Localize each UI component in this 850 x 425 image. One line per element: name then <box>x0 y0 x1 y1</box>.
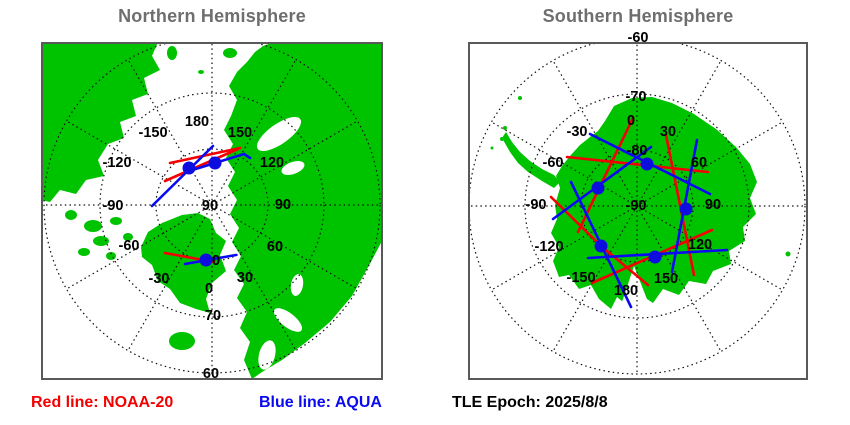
sea-inlet <box>256 116 302 152</box>
north-panel-title: Northern Hemisphere <box>118 6 306 26</box>
sea-inlet <box>290 274 304 296</box>
graticule-circle <box>99 92 325 318</box>
grid-label: -90 <box>626 198 647 214</box>
land-antarctic-peninsula <box>502 132 560 188</box>
north-plot-frame <box>41 42 383 380</box>
grid-label: 30 <box>237 270 253 286</box>
grid-label: 0 <box>627 113 635 129</box>
grid-label: -90 <box>103 198 124 214</box>
north-hemisphere-map: 180-150150-120120-9090-6060-303009080706… <box>41 42 383 382</box>
sea-inlet <box>618 266 652 320</box>
land-island <box>78 248 90 256</box>
satellite-position-dot <box>679 202 693 216</box>
legend-aqua: Blue line: AQUA <box>259 394 382 411</box>
north-grid-labels: 180-150150-120120-9090-6060-303009080706… <box>102 114 291 382</box>
grid-label: 70 <box>205 308 221 324</box>
north-seas <box>256 116 305 370</box>
grid-label: 90 <box>705 197 721 213</box>
land-north-america <box>41 42 160 202</box>
land-island <box>223 48 237 58</box>
satellite-position-dot <box>640 157 654 171</box>
grid-label: -120 <box>534 239 563 255</box>
land-island <box>198 70 204 74</box>
grid-label: -60 <box>543 155 564 171</box>
grid-label: -120 <box>102 155 131 171</box>
graticule-circle <box>155 148 269 262</box>
satellite-position-dot <box>648 250 662 264</box>
land-island <box>167 46 177 60</box>
land-iceland <box>169 332 195 350</box>
grid-label: 180 <box>614 283 638 299</box>
grid-label: 150 <box>228 125 252 141</box>
south-plot-frame <box>468 42 808 380</box>
grid-label: 150 <box>654 271 678 287</box>
north-graticule <box>43 42 381 374</box>
south-hemisphere-map: -60 -70 -80 -90 0 -30 30 -60 60 -90 90 -120 120 -150 1… <box>468 30 808 380</box>
satellite-position-dot <box>208 156 222 170</box>
land-island <box>84 220 102 232</box>
noaa20-track-segment <box>565 155 710 174</box>
land-island <box>490 146 494 150</box>
grid-label: 60 <box>267 239 283 255</box>
graticule-circle <box>524 93 750 319</box>
grid-label: 0 <box>205 281 213 297</box>
north-map-layers <box>41 42 383 380</box>
grid-label: -80 <box>627 143 648 159</box>
grid-label: 120 <box>260 155 284 171</box>
tle-epoch-label: TLE Epoch: 2025/8/8 <box>452 394 608 411</box>
grid-label: -70 <box>626 89 647 105</box>
land-greenland <box>141 213 226 313</box>
satellite-position-dot <box>182 161 196 175</box>
land-island <box>785 251 791 257</box>
grid-label: 180 <box>185 114 209 130</box>
grid-label: -150 <box>138 125 167 141</box>
land-island <box>93 236 109 246</box>
grid-label: -30 <box>149 271 170 287</box>
grid-label: 60 <box>691 155 707 171</box>
south-seas <box>618 266 652 320</box>
grid-label: -60 <box>119 238 140 254</box>
land-island <box>110 217 122 225</box>
graticule-circle <box>580 149 694 263</box>
north-map-svg: 180-150150-120120-9090-6060-303009080706… <box>41 42 383 382</box>
aqua-track-segment <box>150 144 215 208</box>
land-island <box>503 126 507 130</box>
south-panel-title: Southern Hemisphere <box>542 6 734 26</box>
legend-noaa20: Red line: NOAA-20 <box>31 394 174 411</box>
grid-label: 30 <box>660 124 676 140</box>
land-island <box>500 137 504 141</box>
aqua-track-segment <box>242 152 252 160</box>
satellite-position-dot <box>591 181 605 195</box>
satellite-position-dot <box>594 239 608 253</box>
grid-label: 120 <box>688 237 712 253</box>
land-island <box>518 96 522 100</box>
land-island <box>123 233 133 241</box>
grid-label: -90 <box>526 197 547 213</box>
land-island <box>65 210 77 220</box>
noaa20-track-segment <box>549 195 603 248</box>
sea-inlet <box>273 308 303 332</box>
land-island <box>241 85 251 95</box>
sea-inlet <box>281 161 305 175</box>
graticule-circle <box>43 42 381 374</box>
noaa20-track-segment <box>599 244 650 287</box>
grid-label: -150 <box>566 270 595 286</box>
satellite-position-dot <box>199 253 213 267</box>
grid-label: 90 <box>275 197 291 213</box>
south-satellite-dots <box>591 157 693 264</box>
grid-label: 90 <box>202 198 218 214</box>
noaa20-track-segment <box>163 147 240 183</box>
grid-label: -30 <box>567 124 588 140</box>
south-map-layers <box>468 42 808 380</box>
south-map-svg: -60-70-80-900-30 30-60 60-90 90-120 120-150 1… <box>468 30 808 380</box>
north-satellite-dots <box>182 156 222 267</box>
